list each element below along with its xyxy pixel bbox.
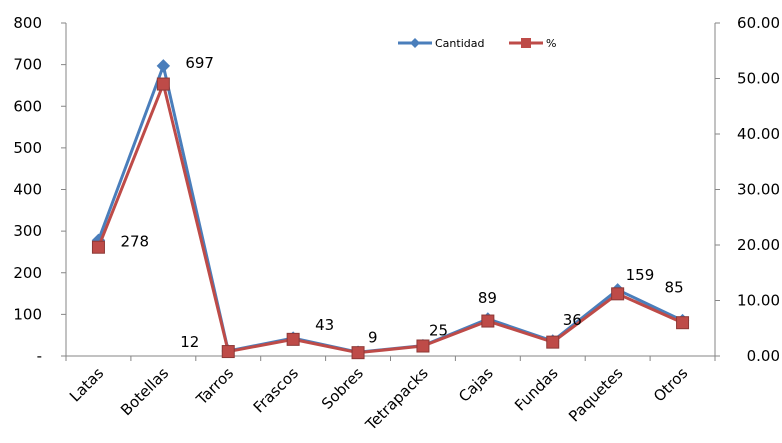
y-right-tick-label: 10.00 (737, 292, 780, 310)
data-point-percent (91, 240, 105, 254)
data-point-percent (351, 346, 365, 360)
data-point-percent (156, 77, 170, 91)
x-category-label: Cajas (455, 364, 497, 406)
x-category-label: Fundas (511, 364, 562, 415)
x-category-label: Tetrapacks (361, 364, 432, 435)
data-label-cantidad: 36 (563, 311, 582, 329)
data-label-cantidad: 89 (478, 289, 497, 307)
y-left-tick-label: 200 (13, 264, 42, 282)
y-right-tick-label: 40.00 (737, 125, 780, 143)
data-label-cantidad: 85 (665, 279, 684, 297)
y-left-tick-label: - (37, 347, 42, 365)
data-label-cantidad: 43 (315, 316, 334, 334)
y-left-tick-label: 300 (13, 222, 42, 240)
y-right-tick-label: 0.00 (747, 347, 780, 365)
legend-label-percent: % (546, 37, 556, 50)
x-category-label: Botellas (117, 364, 172, 419)
x-category-label: Paquetes (565, 364, 626, 425)
y-right-tick-label: 50.00 (737, 70, 780, 88)
data-point-percent (416, 339, 430, 353)
legend-marker-cantidad (410, 38, 420, 48)
data-label-cantidad: 25 (429, 322, 448, 340)
data-point-percent (676, 316, 690, 330)
x-category-label: Otros (650, 364, 692, 406)
data-point-percent (221, 345, 235, 359)
data-point-cantidad (156, 59, 171, 73)
y-left-tick-label: 100 (13, 305, 42, 323)
data-label-cantidad: 278 (120, 232, 149, 250)
x-category-label: Sobres (318, 364, 367, 413)
x-category-label: Latas (66, 364, 107, 405)
legend-marker-percent (521, 38, 531, 48)
data-label-cantidad: 12 (180, 333, 199, 351)
y-left-tick-label: 700 (13, 56, 42, 74)
y-right-tick-label: 30.00 (737, 181, 780, 199)
y-left-tick-label: 600 (13, 97, 42, 115)
y-left-tick-label: 400 (13, 181, 42, 199)
y-right-tick-label: 20.00 (737, 236, 780, 254)
data-label-cantidad: 697 (185, 54, 214, 72)
data-point-percent (611, 287, 625, 301)
data-label-cantidad: 159 (626, 266, 655, 284)
y-right-tick-label: 60.00 (737, 14, 780, 32)
y-left-tick-label: 800 (13, 14, 42, 32)
legend-label-cantidad: Cantidad (435, 37, 484, 50)
x-category-label: Frascos (250, 364, 302, 416)
data-label-cantidad: 9 (368, 328, 378, 346)
data-point-percent (481, 314, 495, 328)
x-category-label: Tarros (192, 364, 237, 409)
y-left-tick-label: 500 (13, 139, 42, 157)
data-point-percent (546, 335, 560, 349)
series-line-percent (97, 82, 684, 355)
data-point-percent (286, 332, 300, 346)
